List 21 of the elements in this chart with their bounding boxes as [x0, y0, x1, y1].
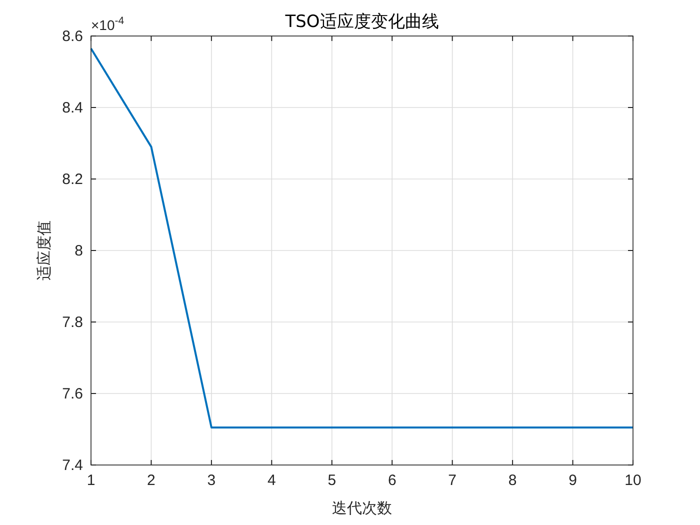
y-tick-label: 8.4 [62, 100, 83, 116]
x-tick-label: 4 [267, 472, 276, 489]
y-tick-label: 8 [74, 242, 83, 260]
y-tick-label: 8.2 [62, 171, 83, 188]
y-tick-label: 7.4 [62, 457, 83, 474]
x-tick-label: 5 [328, 472, 336, 489]
x-tick-label: 3 [207, 472, 216, 489]
x-tick-label: 9 [568, 472, 577, 489]
chart-title: TSO适应度变化曲线 [284, 12, 439, 32]
text: ×10$^{-4}$ [91, 15, 124, 33]
y-tick-label: 7.6 [62, 386, 83, 402]
x-tick-label: 10 [624, 472, 642, 489]
x-tick-label: 7 [448, 472, 457, 489]
x-tick-label: 8 [508, 472, 517, 489]
y-tick-label: 7.8 [62, 314, 83, 331]
x-tick-label: 1 [86, 472, 96, 489]
x-tick-label: 6 [388, 472, 396, 489]
x-tick-label: 2 [147, 472, 156, 489]
x-axis-title: 迭代次数 [332, 499, 392, 517]
y-axis-title: 适应度值 [35, 220, 53, 280]
y-tick-label: 8.6 [62, 28, 83, 45]
